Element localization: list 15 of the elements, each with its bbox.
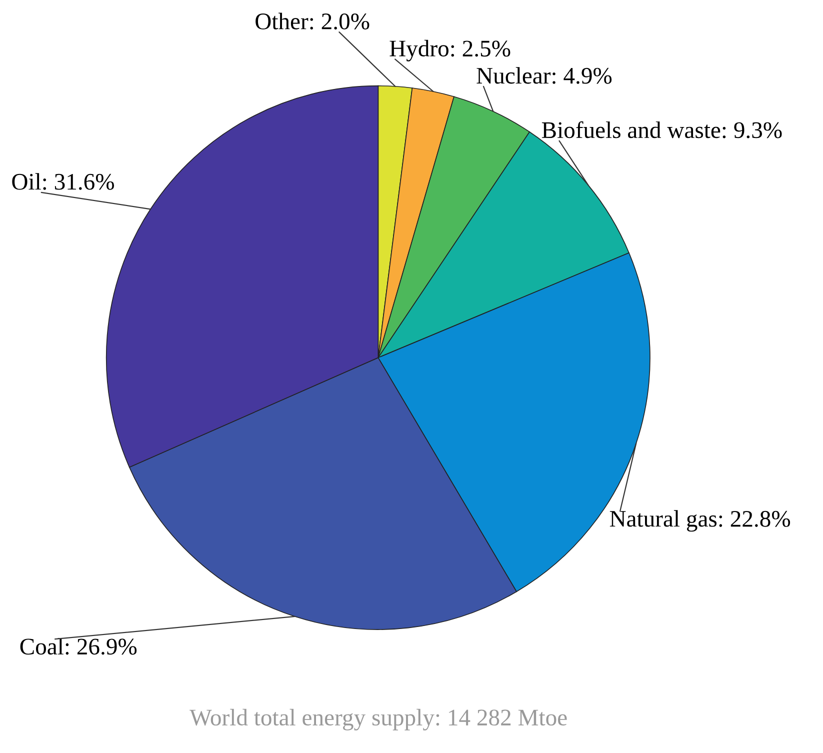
- slice-label: Nuclear: [476, 67, 551, 84]
- data-label: : 31.6%: [43, 174, 114, 190]
- slice-label: Natural gas: [610, 510, 717, 532]
- data-label: : 9.3%: [722, 122, 782, 138]
- slice-label: Hydro: [390, 40, 448, 62]
- data-label: : 26.9%: [66, 638, 137, 655]
- data-label: : 2.0%: [310, 13, 370, 30]
- slice-label: Oil: [12, 173, 41, 190]
- text: World total energy supply: 14 282 Mtoe: [190, 708, 567, 730]
- slice-label: Coal: [20, 638, 64, 655]
- data-label: : 22.8%: [719, 510, 790, 527]
- data-label: : 2.5%: [451, 40, 510, 57]
- data-label: : 4.9%: [552, 68, 612, 84]
- slice-label: Biofuels and waste: [542, 121, 720, 138]
- slice-label: Other: [256, 12, 308, 30]
